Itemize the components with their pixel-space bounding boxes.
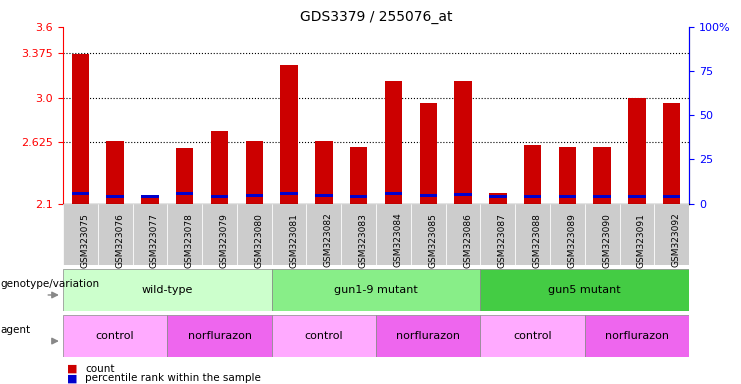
Bar: [342, 204, 376, 265]
Text: control: control: [305, 331, 343, 341]
Bar: [63, 315, 167, 357]
Bar: [385, 192, 402, 195]
Text: GSM323080: GSM323080: [254, 213, 263, 268]
Bar: [350, 195, 368, 198]
Bar: [72, 54, 89, 204]
Bar: [619, 204, 654, 265]
Bar: [280, 192, 298, 195]
Text: wild-type: wild-type: [142, 285, 193, 295]
Bar: [628, 98, 645, 204]
Text: GSM323092: GSM323092: [672, 213, 681, 268]
Bar: [63, 204, 98, 265]
Bar: [480, 269, 689, 311]
Bar: [628, 195, 645, 198]
Text: GSM323087: GSM323087: [498, 213, 507, 268]
Text: GSM323081: GSM323081: [289, 213, 298, 268]
Bar: [654, 204, 689, 265]
Text: norflurazon: norflurazon: [396, 331, 460, 341]
Text: GSM323077: GSM323077: [150, 213, 159, 268]
Bar: [515, 204, 550, 265]
Text: GSM323089: GSM323089: [568, 213, 576, 268]
Bar: [594, 195, 611, 198]
Bar: [376, 315, 480, 357]
Bar: [663, 195, 680, 198]
Bar: [142, 195, 159, 204]
Bar: [202, 204, 237, 265]
Bar: [480, 204, 515, 265]
Bar: [72, 192, 89, 195]
Text: ■: ■: [67, 373, 77, 383]
Bar: [167, 315, 272, 357]
Bar: [63, 269, 272, 311]
Bar: [376, 204, 411, 265]
Bar: [419, 103, 437, 204]
Bar: [585, 204, 619, 265]
Bar: [315, 194, 333, 197]
Text: GSM323085: GSM323085: [428, 213, 437, 268]
Bar: [211, 131, 228, 204]
Bar: [245, 141, 263, 204]
Bar: [107, 195, 124, 198]
Bar: [445, 204, 480, 265]
Text: count: count: [85, 364, 115, 374]
Bar: [133, 204, 167, 265]
Bar: [585, 315, 689, 357]
Bar: [489, 193, 507, 204]
Text: norflurazon: norflurazon: [187, 331, 251, 341]
Bar: [280, 65, 298, 204]
Text: agent: agent: [1, 324, 31, 335]
Bar: [211, 195, 228, 198]
Bar: [385, 81, 402, 204]
Bar: [454, 193, 472, 196]
Bar: [142, 195, 159, 198]
Bar: [350, 147, 368, 204]
Text: ■: ■: [67, 364, 77, 374]
Text: GSM323090: GSM323090: [602, 213, 611, 268]
Text: GSM323082: GSM323082: [324, 213, 333, 268]
Title: GDS3379 / 255076_at: GDS3379 / 255076_at: [300, 10, 452, 25]
Text: GSM323091: GSM323091: [637, 213, 646, 268]
Text: GSM323084: GSM323084: [393, 213, 402, 268]
Text: gun1-9 mutant: gun1-9 mutant: [334, 285, 418, 295]
Bar: [489, 195, 507, 198]
Text: gun5 mutant: gun5 mutant: [548, 285, 621, 295]
Bar: [524, 195, 541, 198]
Bar: [419, 194, 437, 197]
Bar: [663, 103, 680, 204]
Text: genotype/variation: genotype/variation: [1, 278, 100, 289]
Bar: [594, 147, 611, 204]
Text: control: control: [514, 331, 552, 341]
Bar: [176, 192, 193, 195]
Bar: [411, 204, 445, 265]
Bar: [480, 315, 585, 357]
Text: norflurazon: norflurazon: [605, 331, 669, 341]
Bar: [167, 204, 202, 265]
Bar: [272, 269, 480, 311]
Bar: [559, 147, 576, 204]
Text: GSM323078: GSM323078: [185, 213, 193, 268]
Bar: [245, 194, 263, 197]
Bar: [176, 148, 193, 204]
Text: control: control: [96, 331, 134, 341]
Text: GSM323088: GSM323088: [533, 213, 542, 268]
Bar: [272, 315, 376, 357]
Bar: [98, 204, 133, 265]
Bar: [550, 204, 585, 265]
Bar: [315, 141, 333, 204]
Bar: [307, 204, 342, 265]
Text: GSM323076: GSM323076: [115, 213, 124, 268]
Bar: [524, 145, 541, 204]
Text: GSM323083: GSM323083: [359, 213, 368, 268]
Bar: [107, 141, 124, 204]
Text: GSM323086: GSM323086: [463, 213, 472, 268]
Text: GSM323079: GSM323079: [219, 213, 228, 268]
Text: percentile rank within the sample: percentile rank within the sample: [85, 373, 261, 383]
Bar: [237, 204, 272, 265]
Bar: [559, 195, 576, 198]
Bar: [454, 81, 472, 204]
Bar: [272, 204, 307, 265]
Text: GSM323075: GSM323075: [80, 213, 90, 268]
